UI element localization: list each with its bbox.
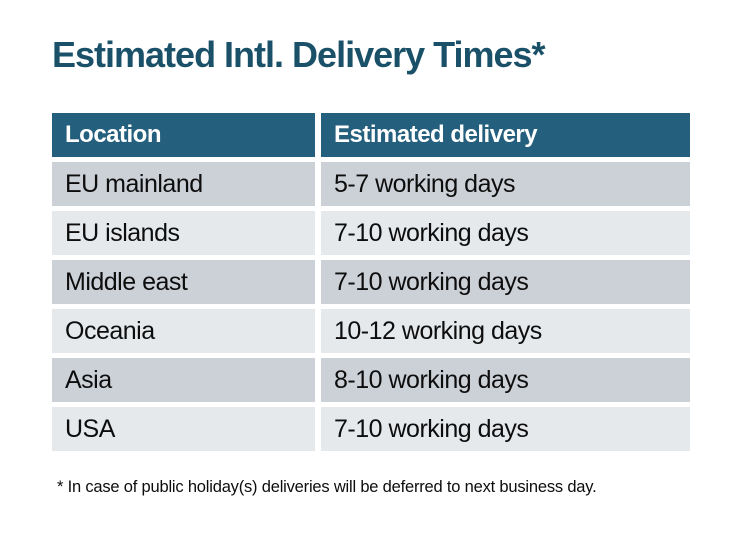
table-row: EU islands 7-10 working days bbox=[52, 211, 690, 255]
table-header-row: Location Estimated delivery bbox=[52, 113, 690, 157]
footnote: * In case of public holiday(s) deliverie… bbox=[57, 478, 597, 496]
location-cell: Middle east bbox=[52, 260, 315, 304]
table-row: Oceania 10-12 working days bbox=[52, 309, 690, 353]
table-row: EU mainland 5-7 working days bbox=[52, 162, 690, 206]
delivery-cell: 5-7 working days bbox=[321, 162, 690, 206]
column-header-estimated-delivery: Estimated delivery bbox=[321, 113, 690, 157]
location-cell: Oceania bbox=[52, 309, 315, 353]
delivery-cell: 8-10 working days bbox=[321, 358, 690, 402]
delivery-cell: 7-10 working days bbox=[321, 260, 690, 304]
page-title: Estimated Intl. Delivery Times* bbox=[52, 34, 546, 75]
location-cell: Asia bbox=[52, 358, 315, 402]
column-header-location: Location bbox=[52, 113, 315, 157]
delivery-cell: 7-10 working days bbox=[321, 211, 690, 255]
table-row: Asia 8-10 working days bbox=[52, 358, 690, 402]
table-row: Middle east 7-10 working days bbox=[52, 260, 690, 304]
location-cell: USA bbox=[52, 407, 315, 451]
location-cell: EU islands bbox=[52, 211, 315, 255]
delivery-cell: 10-12 working days bbox=[321, 309, 690, 353]
table-row: USA 7-10 working days bbox=[52, 407, 690, 451]
delivery-times-table: Location Estimated delivery EU mainland … bbox=[52, 113, 690, 451]
location-cell: EU mainland bbox=[52, 162, 315, 206]
delivery-cell: 7-10 working days bbox=[321, 407, 690, 451]
